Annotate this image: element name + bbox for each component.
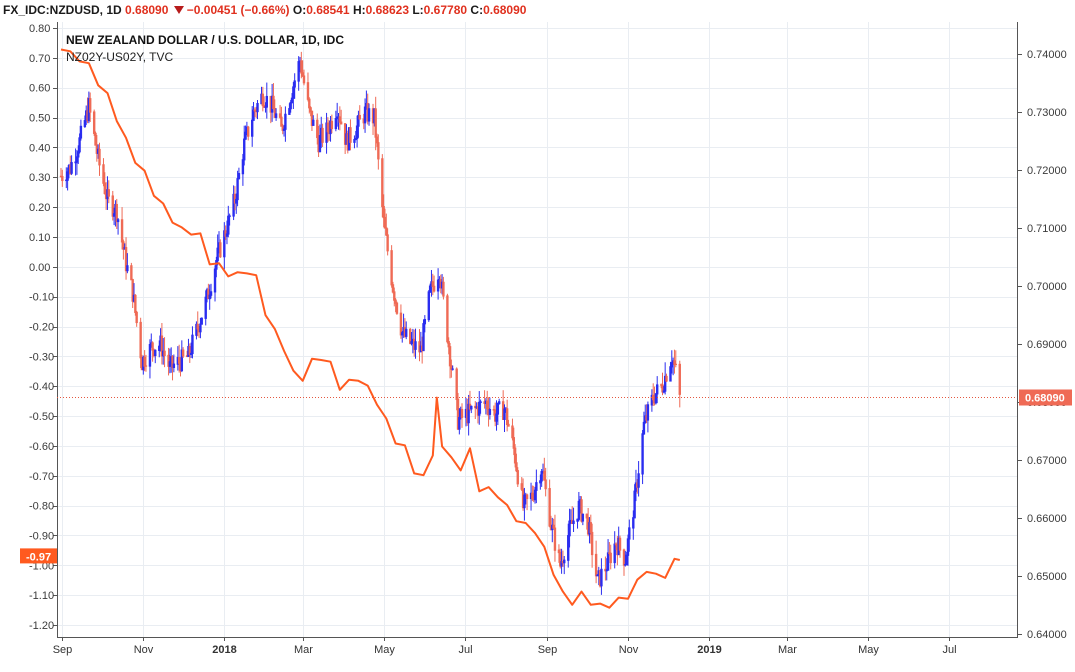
right-tick-label: 0.66000 (1027, 513, 1067, 525)
left-tick-label: -0.10 (29, 292, 54, 304)
left-tick-label: 0.50 (29, 113, 50, 125)
right-tick-label: 0.72000 (1027, 165, 1067, 177)
time-tick-label: Sep (53, 644, 73, 656)
time-tick-label: May (374, 644, 395, 656)
high-value: 0.68623 (365, 3, 409, 17)
last-value-badges: 0.68090 -0.97 (20, 389, 1072, 564)
price-change: −0.00451 (−0.66%) (186, 3, 290, 17)
left-tick-label: 0.70 (29, 53, 50, 65)
left-tick-label: 0.80 (29, 23, 50, 35)
time-tick-label: Jul (942, 644, 956, 656)
left-tick-label: -1.20 (29, 620, 54, 632)
left-tick-label: -0.20 (29, 322, 54, 334)
time-tick-label: May (858, 644, 879, 656)
right-tick-label: 0.74000 (1027, 49, 1067, 61)
chart-frame (57, 22, 1018, 638)
left-last-value-text: -0.97 (26, 551, 51, 563)
left-tick-label: -1.10 (29, 590, 54, 602)
low-label: L: (412, 3, 424, 17)
time-tick-label: Mar (294, 644, 313, 656)
time-tick-label: 2018 (212, 644, 236, 656)
time-tick-label: Nov (134, 644, 154, 656)
right-tick-label: 0.69000 (1027, 339, 1067, 351)
symbol-label[interactable]: FX_IDC:NZDUSD, 1D (3, 3, 122, 17)
left-tick-label: -0.60 (29, 441, 54, 453)
chart-title: NEW ZEALAND DOLLAR / U.S. DOLLAR, 1D, ID… (66, 33, 344, 47)
time-axis-ticks: Sep Nov 2018 Mar May Jul Sep Nov 2019 Mar May Jul (53, 637, 957, 656)
last-price: 0.68090 (125, 3, 169, 17)
ohlc-bars (59, 51, 681, 595)
left-last-value-badge (20, 548, 57, 564)
right-tick-label: 0.67000 (1027, 455, 1067, 467)
time-tick-label: Jul (458, 644, 472, 656)
open-value: 0.68541 (306, 3, 350, 17)
time-tick-label: Sep (538, 644, 558, 656)
right-tick-label: 0.64000 (1027, 629, 1067, 641)
down-triangle-icon (173, 6, 184, 14)
time-tick-label: Nov (619, 644, 639, 656)
right-last-value-badge (1019, 389, 1072, 406)
time-tick-label: 2019 (697, 644, 721, 656)
left-tick-label: 0.60 (29, 83, 50, 95)
left-tick-label: -0.50 (29, 411, 54, 423)
left-tick-label: 0.10 (29, 232, 50, 244)
grid (57, 22, 1017, 637)
left-tick-label: 0.30 (29, 172, 50, 184)
right-tick-label: 0.65000 (1027, 571, 1067, 583)
left-tick-label: -0.70 (29, 471, 54, 483)
left-tick-label: -0.40 (29, 381, 54, 393)
left-tick-label: -0.90 (29, 530, 54, 542)
open-label: O: (292, 3, 307, 17)
chart-subtitle: NZ02Y-US02Y, TVC (66, 50, 174, 64)
right-tick-label: 0.70000 (1027, 281, 1067, 293)
left-tick-label: -0.80 (29, 501, 54, 513)
spread-series (60, 48, 681, 609)
left-tick-label: 0.00 (29, 262, 50, 274)
spread-line (60, 48, 681, 609)
right-tick-label: 0.73000 (1027, 107, 1067, 119)
left-tick-label: 0.40 (29, 142, 50, 154)
time-tick-label: Mar (778, 644, 797, 656)
left-tick-label: -0.30 (29, 351, 54, 363)
high-label: H: (352, 3, 366, 17)
left-tick-label: 0.20 (29, 202, 50, 214)
close-value: 0.68090 (483, 3, 527, 17)
symbol-header: FX_IDC:NZDUSD, 1D 0.68090 −0.00451 (−0.6… (0, 0, 1075, 22)
right-tick-label: 0.71000 (1027, 223, 1067, 235)
right-last-value-text: 0.68090 (1025, 393, 1065, 405)
left-axis-ticks: 0.80 0.70 0.60 0.50 0.40 0.30 0.20 0.10 0.00 -0.1… (29, 23, 57, 632)
low-value: 0.67780 (423, 3, 468, 17)
close-label: C: (470, 3, 484, 17)
